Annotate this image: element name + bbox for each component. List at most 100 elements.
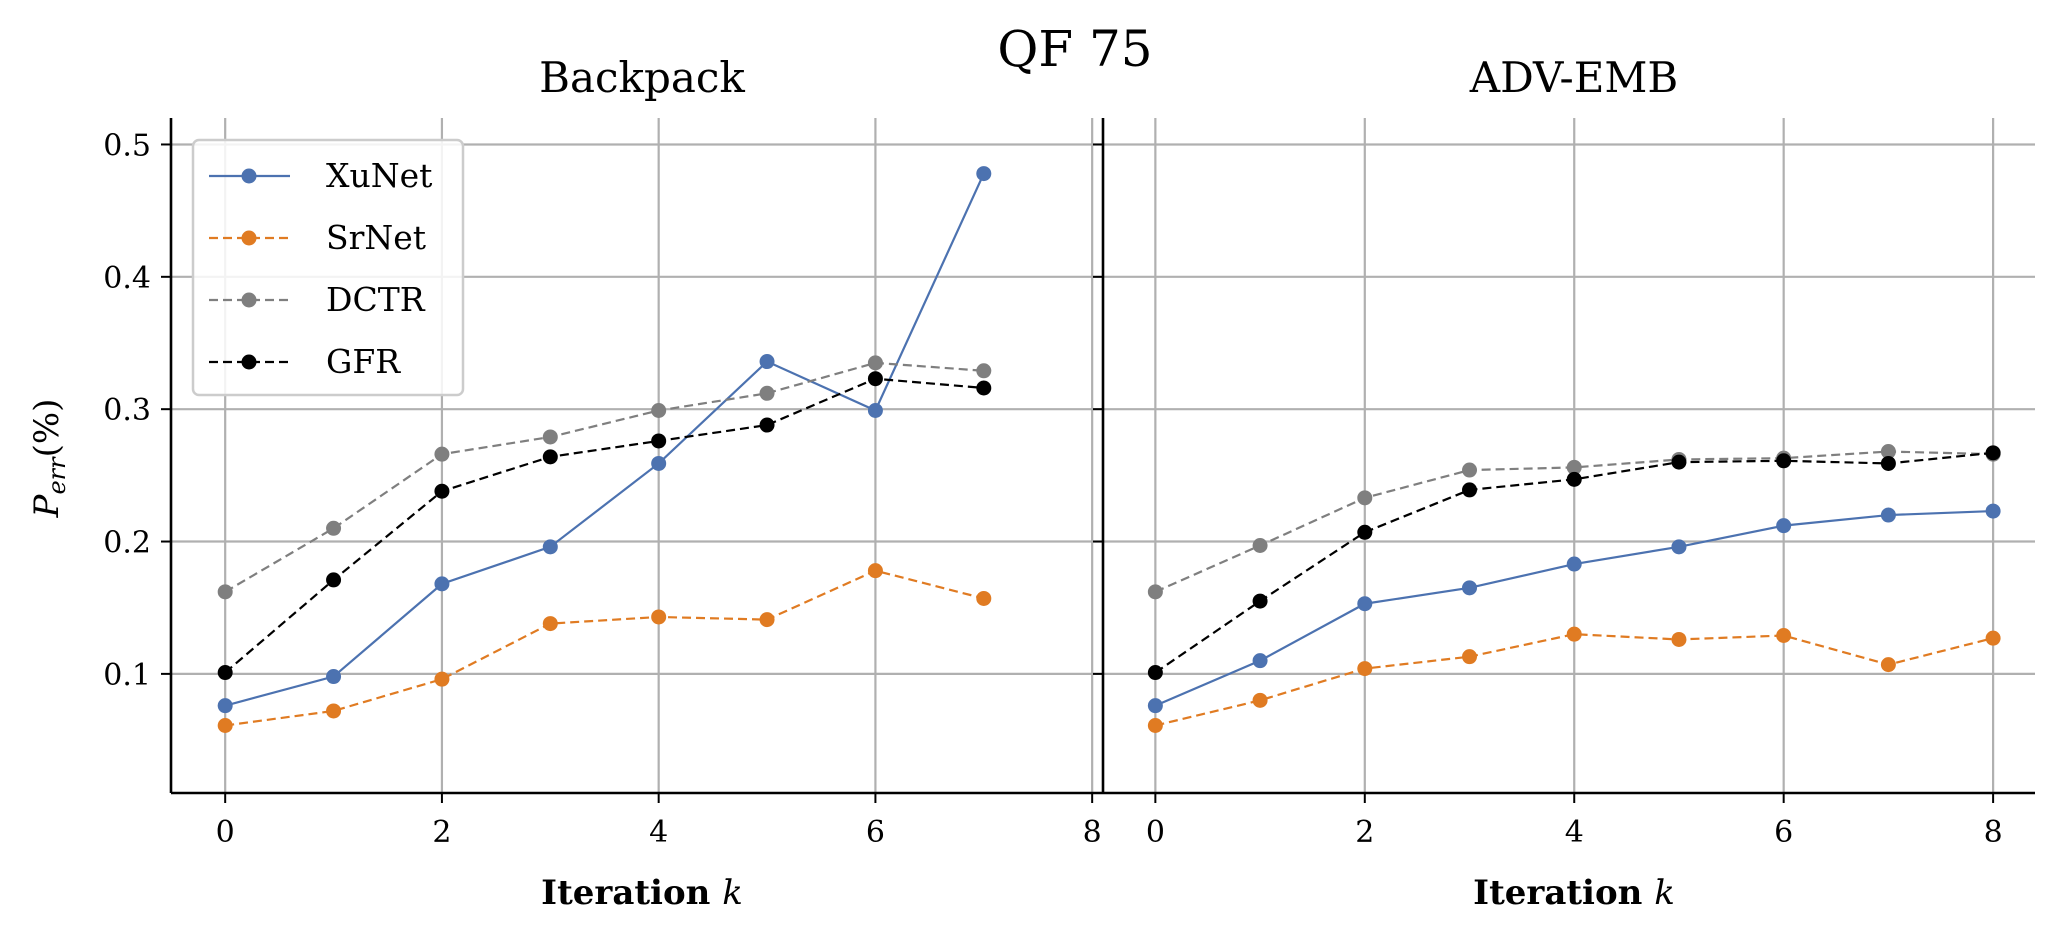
data-point-gfr <box>434 483 450 499</box>
x-tick-label: 2 <box>432 815 451 850</box>
data-point-xunet <box>1880 507 1896 523</box>
data-point-xunet <box>1671 539 1687 555</box>
data-point-dctr <box>759 385 775 401</box>
data-point-dctr <box>1252 538 1268 553</box>
legend-marker-gfr <box>241 354 257 370</box>
panel-title: ADV-EMB <box>1469 53 1678 102</box>
data-point-srnet <box>1147 718 1163 733</box>
data-point-gfr <box>1252 593 1268 609</box>
data-point-gfr <box>1776 453 1792 469</box>
x-tick-label: 4 <box>1565 815 1584 850</box>
data-point-dctr <box>1462 462 1478 478</box>
data-point-xunet <box>542 539 558 555</box>
legend-marker-xunet <box>241 168 257 184</box>
data-point-gfr <box>651 433 667 449</box>
legend-label-gfr: GFR <box>326 342 401 381</box>
data-point-xunet <box>1462 580 1478 596</box>
data-point-xunet <box>1147 698 1163 714</box>
series-line-gfr <box>224 377 984 674</box>
data-point-dctr <box>326 520 342 536</box>
data-point-gfr <box>1880 455 1896 471</box>
data-point-srnet <box>1671 631 1687 647</box>
suptitle: QF 75 <box>997 20 1152 78</box>
data-point-dctr <box>867 355 883 371</box>
legend-label-xunet: XuNet <box>326 156 432 195</box>
data-point-dctr <box>1880 444 1896 460</box>
data-point-gfr <box>1671 454 1687 470</box>
data-point-xunet <box>976 166 992 182</box>
panel-title: Backpack <box>539 53 745 102</box>
data-point-gfr <box>542 449 558 465</box>
data-point-dctr <box>651 403 667 418</box>
data-point-srnet <box>651 609 667 625</box>
series-line-srnet <box>1155 633 1994 727</box>
data-point-xunet <box>1252 653 1268 669</box>
data-point-dctr <box>1357 490 1373 506</box>
data-point-gfr <box>759 417 775 433</box>
data-point-xunet <box>651 455 667 471</box>
series-line-dctr <box>224 361 984 593</box>
data-point-srnet <box>1566 626 1582 642</box>
legend-box <box>191 138 465 397</box>
data-point-gfr <box>1147 665 1163 681</box>
data-point-xunet <box>326 669 342 685</box>
data-point-xunet <box>434 576 450 592</box>
data-point-srnet <box>1985 630 2001 646</box>
data-point-srnet <box>542 616 558 632</box>
x-axis-label: Iteration k <box>1473 873 1675 913</box>
x-tick-label: 8 <box>1083 815 1102 850</box>
data-point-gfr <box>976 380 992 396</box>
data-point-srnet <box>217 718 233 733</box>
series-line-xunet <box>224 173 985 707</box>
data-point-xunet <box>867 403 883 418</box>
data-point-gfr <box>1357 524 1373 540</box>
legend-label-dctr: DCTR <box>326 280 426 319</box>
data-point-srnet <box>434 671 450 687</box>
x-tick-label: 0 <box>1146 815 1165 850</box>
data-point-srnet <box>976 590 992 606</box>
legend: XuNet SrNet DCTR GFR <box>191 138 465 397</box>
data-point-dctr <box>217 584 233 600</box>
data-point-dctr <box>1147 584 1163 600</box>
data-point-xunet <box>759 354 775 370</box>
data-point-srnet <box>759 612 775 628</box>
data-point-dctr <box>434 446 450 462</box>
data-point-gfr <box>1462 482 1478 498</box>
data-point-dctr <box>1566 459 1582 475</box>
data-point-srnet <box>1252 692 1268 708</box>
y-tick-label: 0.1 <box>103 658 151 693</box>
data-point-xunet <box>1985 503 2001 519</box>
data-point-xunet <box>1566 556 1582 572</box>
data-point-gfr <box>1985 445 2001 461</box>
data-point-srnet <box>1357 661 1373 677</box>
y-tick-label: 0.3 <box>103 393 151 428</box>
y-axis-label: Perr(%) <box>27 399 71 519</box>
x-tick-label: 6 <box>1774 815 1793 850</box>
series-line-srnet <box>225 569 985 727</box>
data-point-srnet <box>867 563 883 579</box>
legend-marker-srnet <box>241 230 257 246</box>
y-tick-label: 0.5 <box>103 128 151 163</box>
y-tick-label: 0.2 <box>103 526 151 561</box>
x-tick-label: 0 <box>216 815 235 850</box>
x-axis-label: Iteration k <box>541 873 743 913</box>
panel-adv-emb: 0 2 4 6 8 ADV-EMB Iteration k <box>1093 53 2035 913</box>
data-point-xunet <box>1776 518 1792 534</box>
x-tick-label: 6 <box>866 815 885 850</box>
panel-backpack: 0 2 4 6 8 0.1 0.2 0.3 0.4 0.5 Backpack Iteration k <box>103 53 1103 913</box>
data-point-dctr <box>976 363 992 379</box>
data-point-xunet <box>217 698 233 714</box>
data-point-srnet <box>1880 657 1896 673</box>
x-tick-label: 8 <box>1984 815 2003 850</box>
x-tick-label: 4 <box>649 815 668 850</box>
data-point-gfr <box>217 665 233 681</box>
data-point-xunet <box>1357 596 1373 612</box>
data-point-gfr <box>326 572 342 588</box>
y-tick-label: 0.4 <box>103 261 151 296</box>
data-point-gfr <box>1566 471 1582 487</box>
legend-marker-dctr <box>241 292 257 308</box>
data-point-srnet <box>1462 649 1478 665</box>
data-point-gfr <box>867 371 883 387</box>
data-point-srnet <box>326 703 342 719</box>
